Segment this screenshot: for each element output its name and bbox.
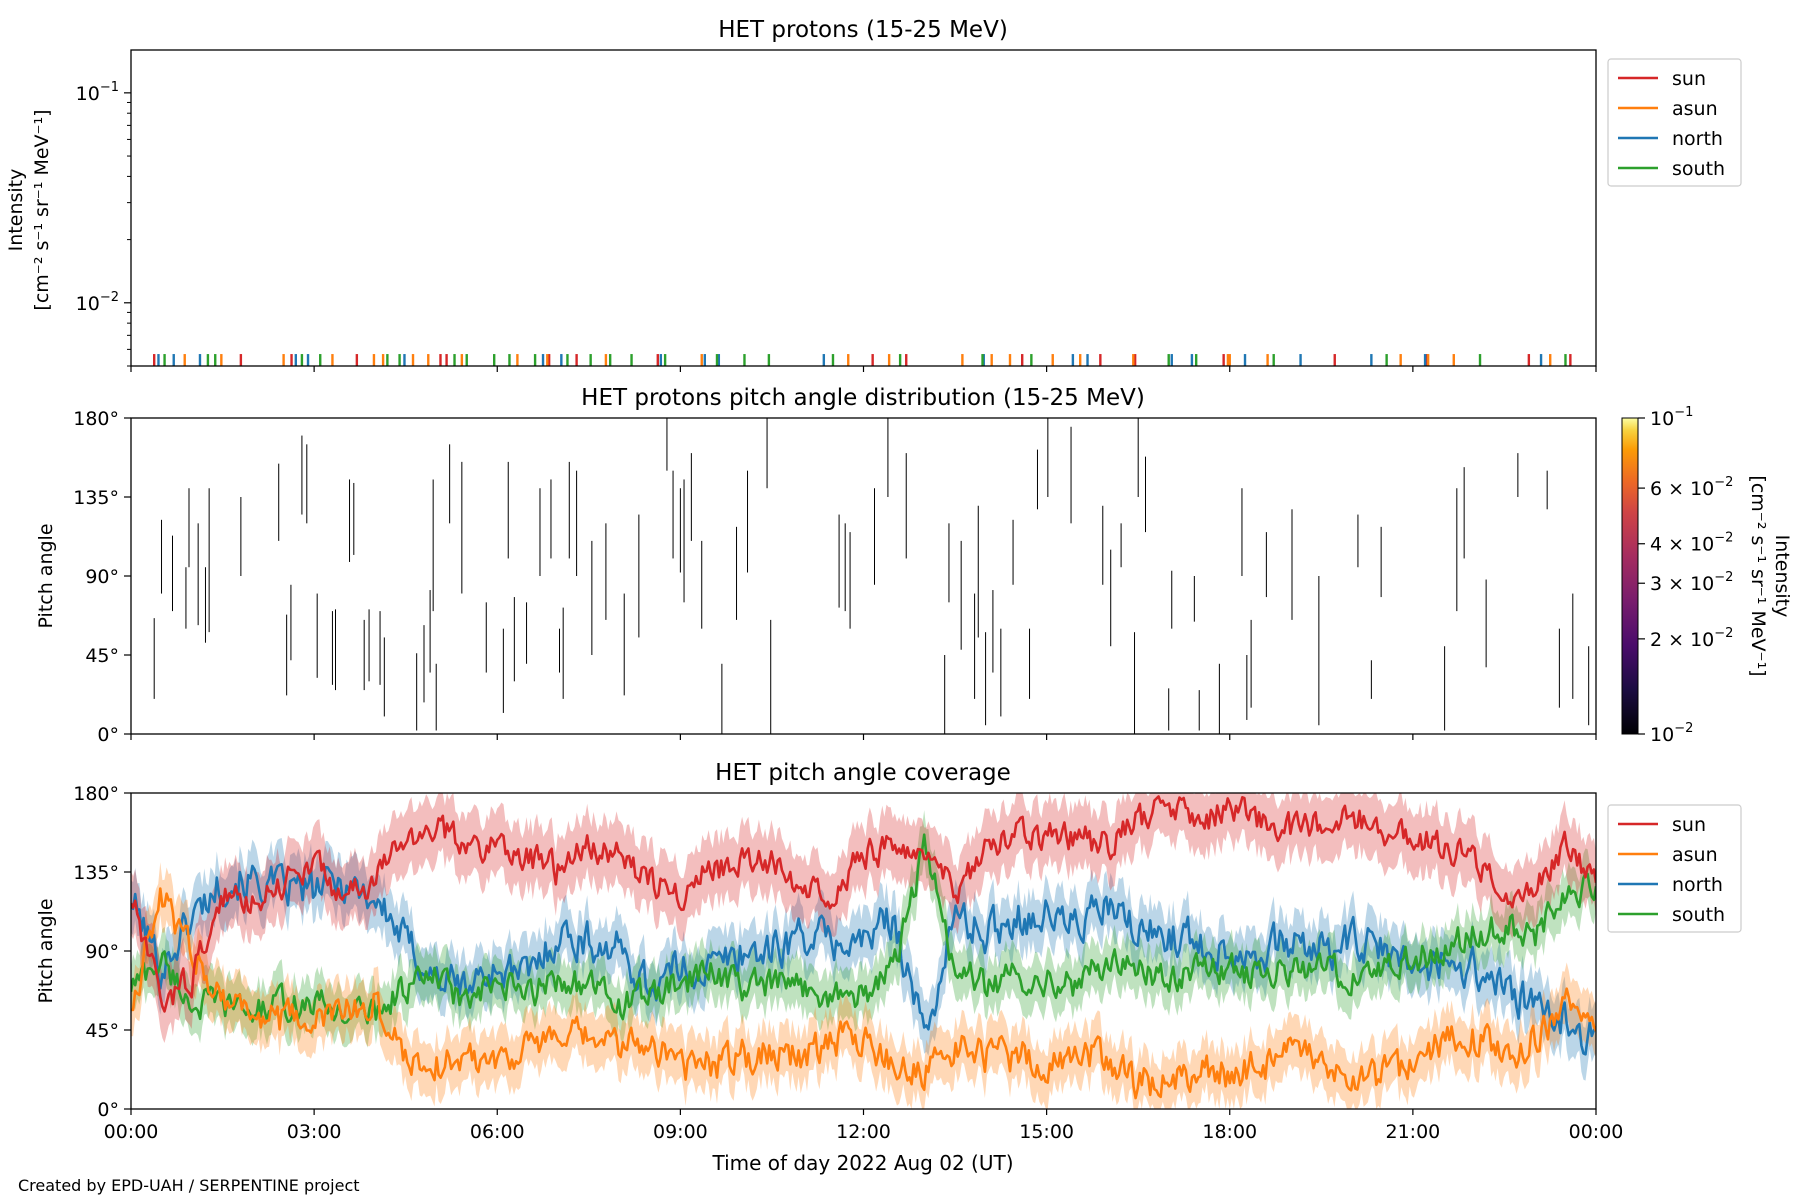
colorbar-tick-label: 4 × 10−2 [1650,531,1733,556]
coverage-line-south [131,833,1596,1025]
panel-1-ylabel: Intensity [5,169,27,252]
panel-coverage: HET pitch angle coverage 0° 45° 90° 135° 180… [35,760,1742,1175]
legend-box [1607,58,1742,187]
y-tick-label: 0° [97,724,119,746]
x-axis-label: Time of day 2022 Aug 02 (UT) [711,1151,1013,1175]
intensity-legend: sun asun north south [1607,58,1742,187]
coverage-y-ticks: 0° 45° 90° 135° 180° [73,783,131,1121]
pad-y-ticks: 0° 45° 90° 135° 180° [73,408,131,746]
panel-pad: HET protons pitch angle distribution (15… [35,385,1793,746]
coverage-series [131,793,1596,1109]
pad-segments [153,418,1590,734]
legend-label-south: south [1672,904,1725,926]
panel-2-frame [130,417,1597,735]
panel-1-frame [130,49,1597,367]
colorbar-tick-label: 10−2 [1650,721,1693,746]
x-tick-label: 00:00 [1569,1121,1624,1143]
legend-label-north: north [1672,874,1723,896]
y-tick-label: 180° [73,783,119,805]
intensity-y-ticks: 10−1 10−2 [76,80,131,367]
colorbar-tick-label: 3 × 10−2 [1650,570,1733,595]
legend-label-asun: asun [1672,98,1718,120]
y-tick-label: 90° [85,941,119,963]
x-tick-label: 15:00 [1019,1121,1074,1143]
panel-2-title: HET protons pitch angle distribution (15… [581,385,1145,411]
panel-3-frame [130,792,1597,1110]
panel-2-ylabel: Pitch angle [35,523,57,628]
x-tick-label: 12:00 [836,1121,891,1143]
x-tick-label: 06:00 [470,1121,525,1143]
y-tick-label: 135° [73,862,119,884]
coverage-line-asun [131,887,1596,1100]
intensity-x-ticks [130,366,1597,372]
y-tick-label: 135° [73,487,119,509]
x-tick-label: 21:00 [1385,1121,1440,1143]
y-tick-label: 180° [73,408,119,430]
y-tick-label: 0° [97,1099,119,1121]
coverage-line-north [131,862,1596,1056]
y-tick-label: 45° [85,1020,119,1042]
y-tick-label: 10−1 [76,80,119,105]
credit-text: Created by EPD-UAH / SERPENTINE project [18,1176,360,1195]
intensity-spikes [152,354,1572,366]
y-tick-label: 90° [85,566,119,588]
y-tick-label: 10−2 [76,290,119,315]
coverage-x-ticks: 00:00 03:00 06:00 09:00 12:00 15:00 18:00 21:00… [104,1109,1624,1143]
colorbar [1621,417,1639,735]
coverage-band-north [131,838,1596,1081]
x-tick-label: 00:00 [104,1121,159,1143]
colorbar-label: Intensity [1771,535,1793,618]
x-tick-label: 09:00 [653,1121,708,1143]
colorbar-tick-label: 6 × 10−2 [1650,475,1733,500]
x-tick-label: 18:00 [1202,1121,1257,1143]
panel-1-yunit: [cm⁻² s⁻¹ sr⁻¹ MeV⁻¹] [31,109,53,310]
coverage-band-south [131,810,1596,1048]
legend-box [1607,804,1742,933]
colorbar-tick-label: 10−1 [1650,405,1693,430]
coverage-band-asun [131,862,1596,1109]
coverage-legend: sun asun north south [1607,804,1742,933]
legend-label-asun: asun [1672,844,1718,866]
colorbar-unit: [cm⁻² s⁻¹ sr⁻¹ MeV⁻¹] [1747,475,1769,676]
y-tick-label: 45° [85,645,119,667]
panel-3-title: HET pitch angle coverage [715,760,1011,786]
legend-label-sun: sun [1672,68,1706,90]
colorbar-ticks: 10−1 6 × 10−2 4 × 10−2 3 × 10−2 2 × 10−2 10−2 [1638,405,1733,746]
x-tick-label: 03:00 [287,1121,342,1143]
legend-label-south: south [1672,158,1725,180]
panel-intensity: HET protons (15-25 MeV) 10−1 10−2 Intensi… [5,17,1742,372]
panel-1-title: HET protons (15-25 MeV) [718,17,1008,43]
panel-3-ylabel: Pitch angle [35,898,57,1003]
colorbar-tick-label: 2 × 10−2 [1650,626,1733,651]
legend-label-sun: sun [1672,814,1706,836]
coverage-band-sun [131,793,1596,1043]
legend-label-north: north [1672,128,1723,150]
pad-x-ticks [130,734,1597,740]
coverage-line-sun [131,795,1596,1013]
